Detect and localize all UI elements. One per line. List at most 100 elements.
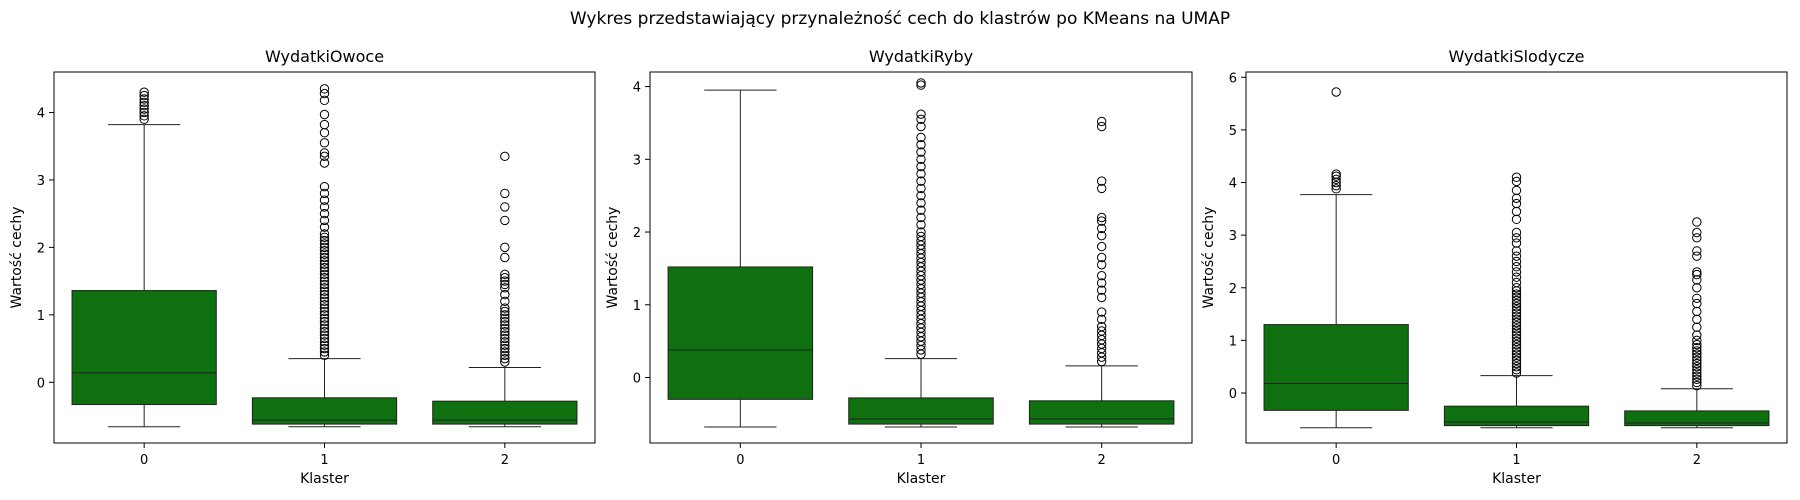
outlier-point [319, 333, 330, 344]
outlier-point [916, 176, 926, 186]
box [667, 266, 814, 400]
outlier-point [500, 333, 510, 344]
outlier-point [1692, 293, 1702, 303]
outlier-point [319, 276, 330, 286]
outlier-point [319, 259, 330, 269]
outlier-point [500, 350, 510, 361]
outlier-point [319, 256, 330, 266]
outlier-point [139, 94, 149, 104]
outlier-point [1692, 355, 1702, 366]
outlier-point [500, 273, 510, 283]
panels: WydatkiOwoce 0 1 2 3 4 0 1 2 Klaster Wartość cechy… [9, 47, 1788, 487]
outlier-point [1511, 305, 1522, 315]
outlier-point [1096, 230, 1107, 241]
outlier-point [319, 347, 330, 357]
outlier-point [1096, 116, 1107, 127]
outlier-point [1511, 320, 1522, 331]
outlier-point [1692, 217, 1702, 227]
outlier-point [1511, 327, 1522, 337]
outlier-point [500, 303, 510, 313]
outlier-point [319, 286, 330, 296]
outlier-point [319, 296, 330, 307]
outlier-point [500, 340, 510, 350]
outlier-point [916, 227, 926, 237]
axes-frame [1245, 71, 1788, 444]
outlier-point [1511, 292, 1522, 302]
outlier-point [1096, 183, 1107, 194]
outlier-point [916, 154, 926, 164]
outlier-point [1511, 172, 1522, 182]
outlier-point [1692, 246, 1702, 256]
y-tick-label: 1 [633, 299, 641, 314]
box [1624, 410, 1770, 427]
outlier-point [319, 222, 330, 232]
box-cluster-1 [1443, 172, 1590, 429]
x-axis-label: Klaster [897, 471, 946, 487]
outlier-point [319, 249, 330, 259]
outlier-point [500, 327, 510, 337]
outlier-point [1511, 349, 1522, 359]
outlier-point [500, 316, 510, 327]
outlier-point [319, 269, 330, 280]
box-cluster-0 [667, 89, 814, 428]
outlier-point [1511, 346, 1522, 356]
x-axis-label: Klaster [1492, 471, 1541, 487]
outlier-point [1096, 326, 1107, 336]
outlier-point [1511, 352, 1522, 362]
x-tick-label: 2 [501, 453, 509, 468]
outlier-point [1096, 292, 1107, 303]
y-tick-label: 4 [37, 106, 45, 121]
outlier-point [1692, 322, 1702, 332]
panel-1: WydatkiRyby 0 1 2 3 4 0 1 2 Klaster Wartość cechy [605, 47, 1193, 487]
box [848, 397, 994, 425]
outlier-point [139, 90, 149, 101]
y-tick-label: 4 [633, 81, 641, 96]
outlier-point [500, 151, 510, 162]
outlier-point [1511, 311, 1522, 321]
outlier-point [500, 353, 510, 364]
x-tick-label: 2 [1098, 453, 1106, 468]
outlier-point [1692, 361, 1702, 372]
outlier-point [139, 87, 149, 97]
outlier-point [319, 327, 330, 337]
outlier-point [1511, 336, 1522, 347]
outlier-point [1511, 198, 1522, 209]
outlier-point [1511, 317, 1522, 328]
outlier-point [500, 323, 510, 334]
outlier-point [1511, 289, 1522, 299]
outlier-point [319, 330, 330, 340]
outlier-point [1692, 233, 1702, 243]
outlier-point [1096, 285, 1107, 295]
y-axis-label: Wartość cechy [605, 207, 621, 309]
outlier-point [916, 183, 926, 194]
panel-0: WydatkiOwoce 0 1 2 3 4 0 1 2 Klaster Wartość cechy [9, 47, 596, 487]
outlier-point [500, 252, 510, 263]
outlier-point [916, 231, 926, 242]
y-tick-label: 3 [37, 174, 45, 189]
outlier-point [1511, 272, 1522, 282]
panel-title: WydatkiSlodycze [1448, 47, 1584, 66]
outlier-point [500, 269, 510, 280]
x-tick-label: 0 [736, 453, 744, 468]
outlier-point [319, 289, 330, 300]
outlier-point [1692, 374, 1702, 385]
outlier-point [916, 220, 926, 230]
outlier-point [1692, 346, 1702, 356]
outlier-point [916, 114, 926, 124]
outlier-point [319, 310, 330, 320]
outlier-point [500, 242, 510, 253]
outlier-point [1511, 355, 1522, 366]
outlier-point [1096, 321, 1107, 332]
box-cluster-2 [1624, 217, 1770, 429]
outlier-point [319, 252, 330, 263]
outlier-point [1511, 267, 1522, 277]
outlier-point [1692, 349, 1702, 359]
outlier-point [319, 337, 330, 347]
outlier-point [500, 337, 510, 347]
outlier-point [1511, 193, 1522, 203]
outlier-point [1692, 251, 1702, 261]
outlier-point [500, 296, 510, 307]
outlier-point [500, 283, 510, 293]
outlier-point [1511, 324, 1522, 334]
